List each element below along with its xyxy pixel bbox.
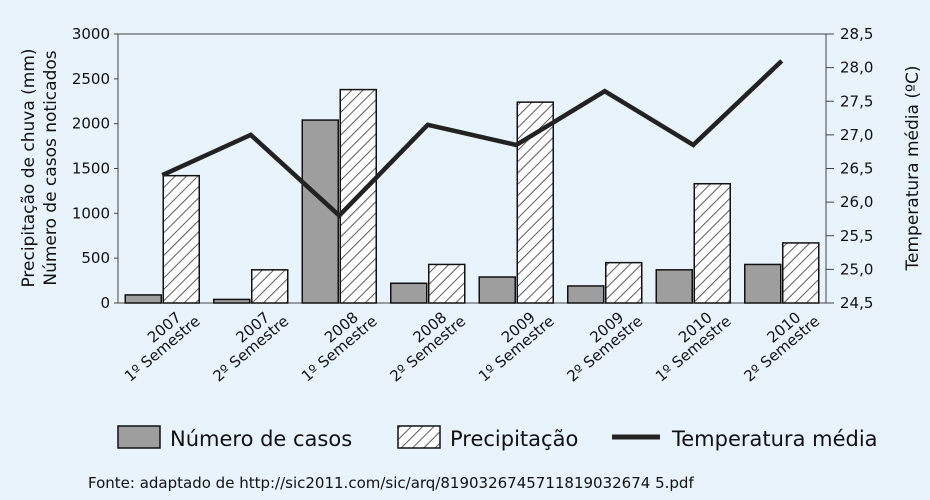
bar-cases (567, 285, 605, 304)
right-tick-label: 24,5 (840, 294, 873, 312)
right-tick-label: 28,0 (840, 59, 873, 77)
legend-swatch-cases (117, 425, 161, 449)
right-tick-label: 28,5 (840, 25, 873, 43)
left-tick-label: 0 (100, 294, 110, 312)
bar-precipitation (428, 263, 466, 304)
right-tick-label: 27,5 (840, 92, 873, 110)
right-tick-label: 25,0 (840, 260, 873, 278)
temperature-line (161, 59, 784, 219)
left-tick-label: 1000 (72, 204, 110, 222)
bar-precipitation (782, 242, 820, 304)
bar-cases (124, 294, 162, 304)
bar-precipitation (162, 174, 200, 304)
left-tick-label: 2500 (72, 70, 110, 88)
right-tick-label: 26,0 (840, 193, 873, 211)
left-tick-label: 2000 (72, 115, 110, 133)
source-note: Fonte: adaptado de http://sic2011.com/si… (88, 474, 694, 492)
legend-label-cases: Número de casos (170, 427, 352, 451)
bar-cases (478, 276, 516, 304)
right-tick-label: 26,5 (840, 160, 873, 178)
legend-label-precipitation: Precipitação (450, 427, 578, 451)
right-axis-title: Temperatura média (ºC) (903, 66, 923, 272)
left-tick-label: 500 (81, 249, 110, 267)
legend-swatch-precipitation (397, 425, 441, 449)
bar-cases (213, 298, 251, 304)
bar-cases (390, 282, 428, 304)
bar-precipitation (251, 269, 289, 304)
right-tick-label: 25,5 (840, 227, 873, 245)
bar-cases (655, 269, 693, 304)
bar-precipitation (605, 261, 643, 304)
bar-cases (744, 263, 782, 304)
legend-label-temperature: Temperatura média (671, 427, 878, 451)
left-tick-label: 3000 (72, 25, 110, 43)
left-axis-title-2: Número de casos noticados (41, 50, 61, 285)
left-axis-title-1: Precipitação de chuva (mm) (19, 48, 39, 287)
bar-precipitation (693, 182, 731, 304)
right-tick-label: 27,0 (840, 126, 873, 144)
left-tick-label: 1500 (72, 160, 110, 178)
